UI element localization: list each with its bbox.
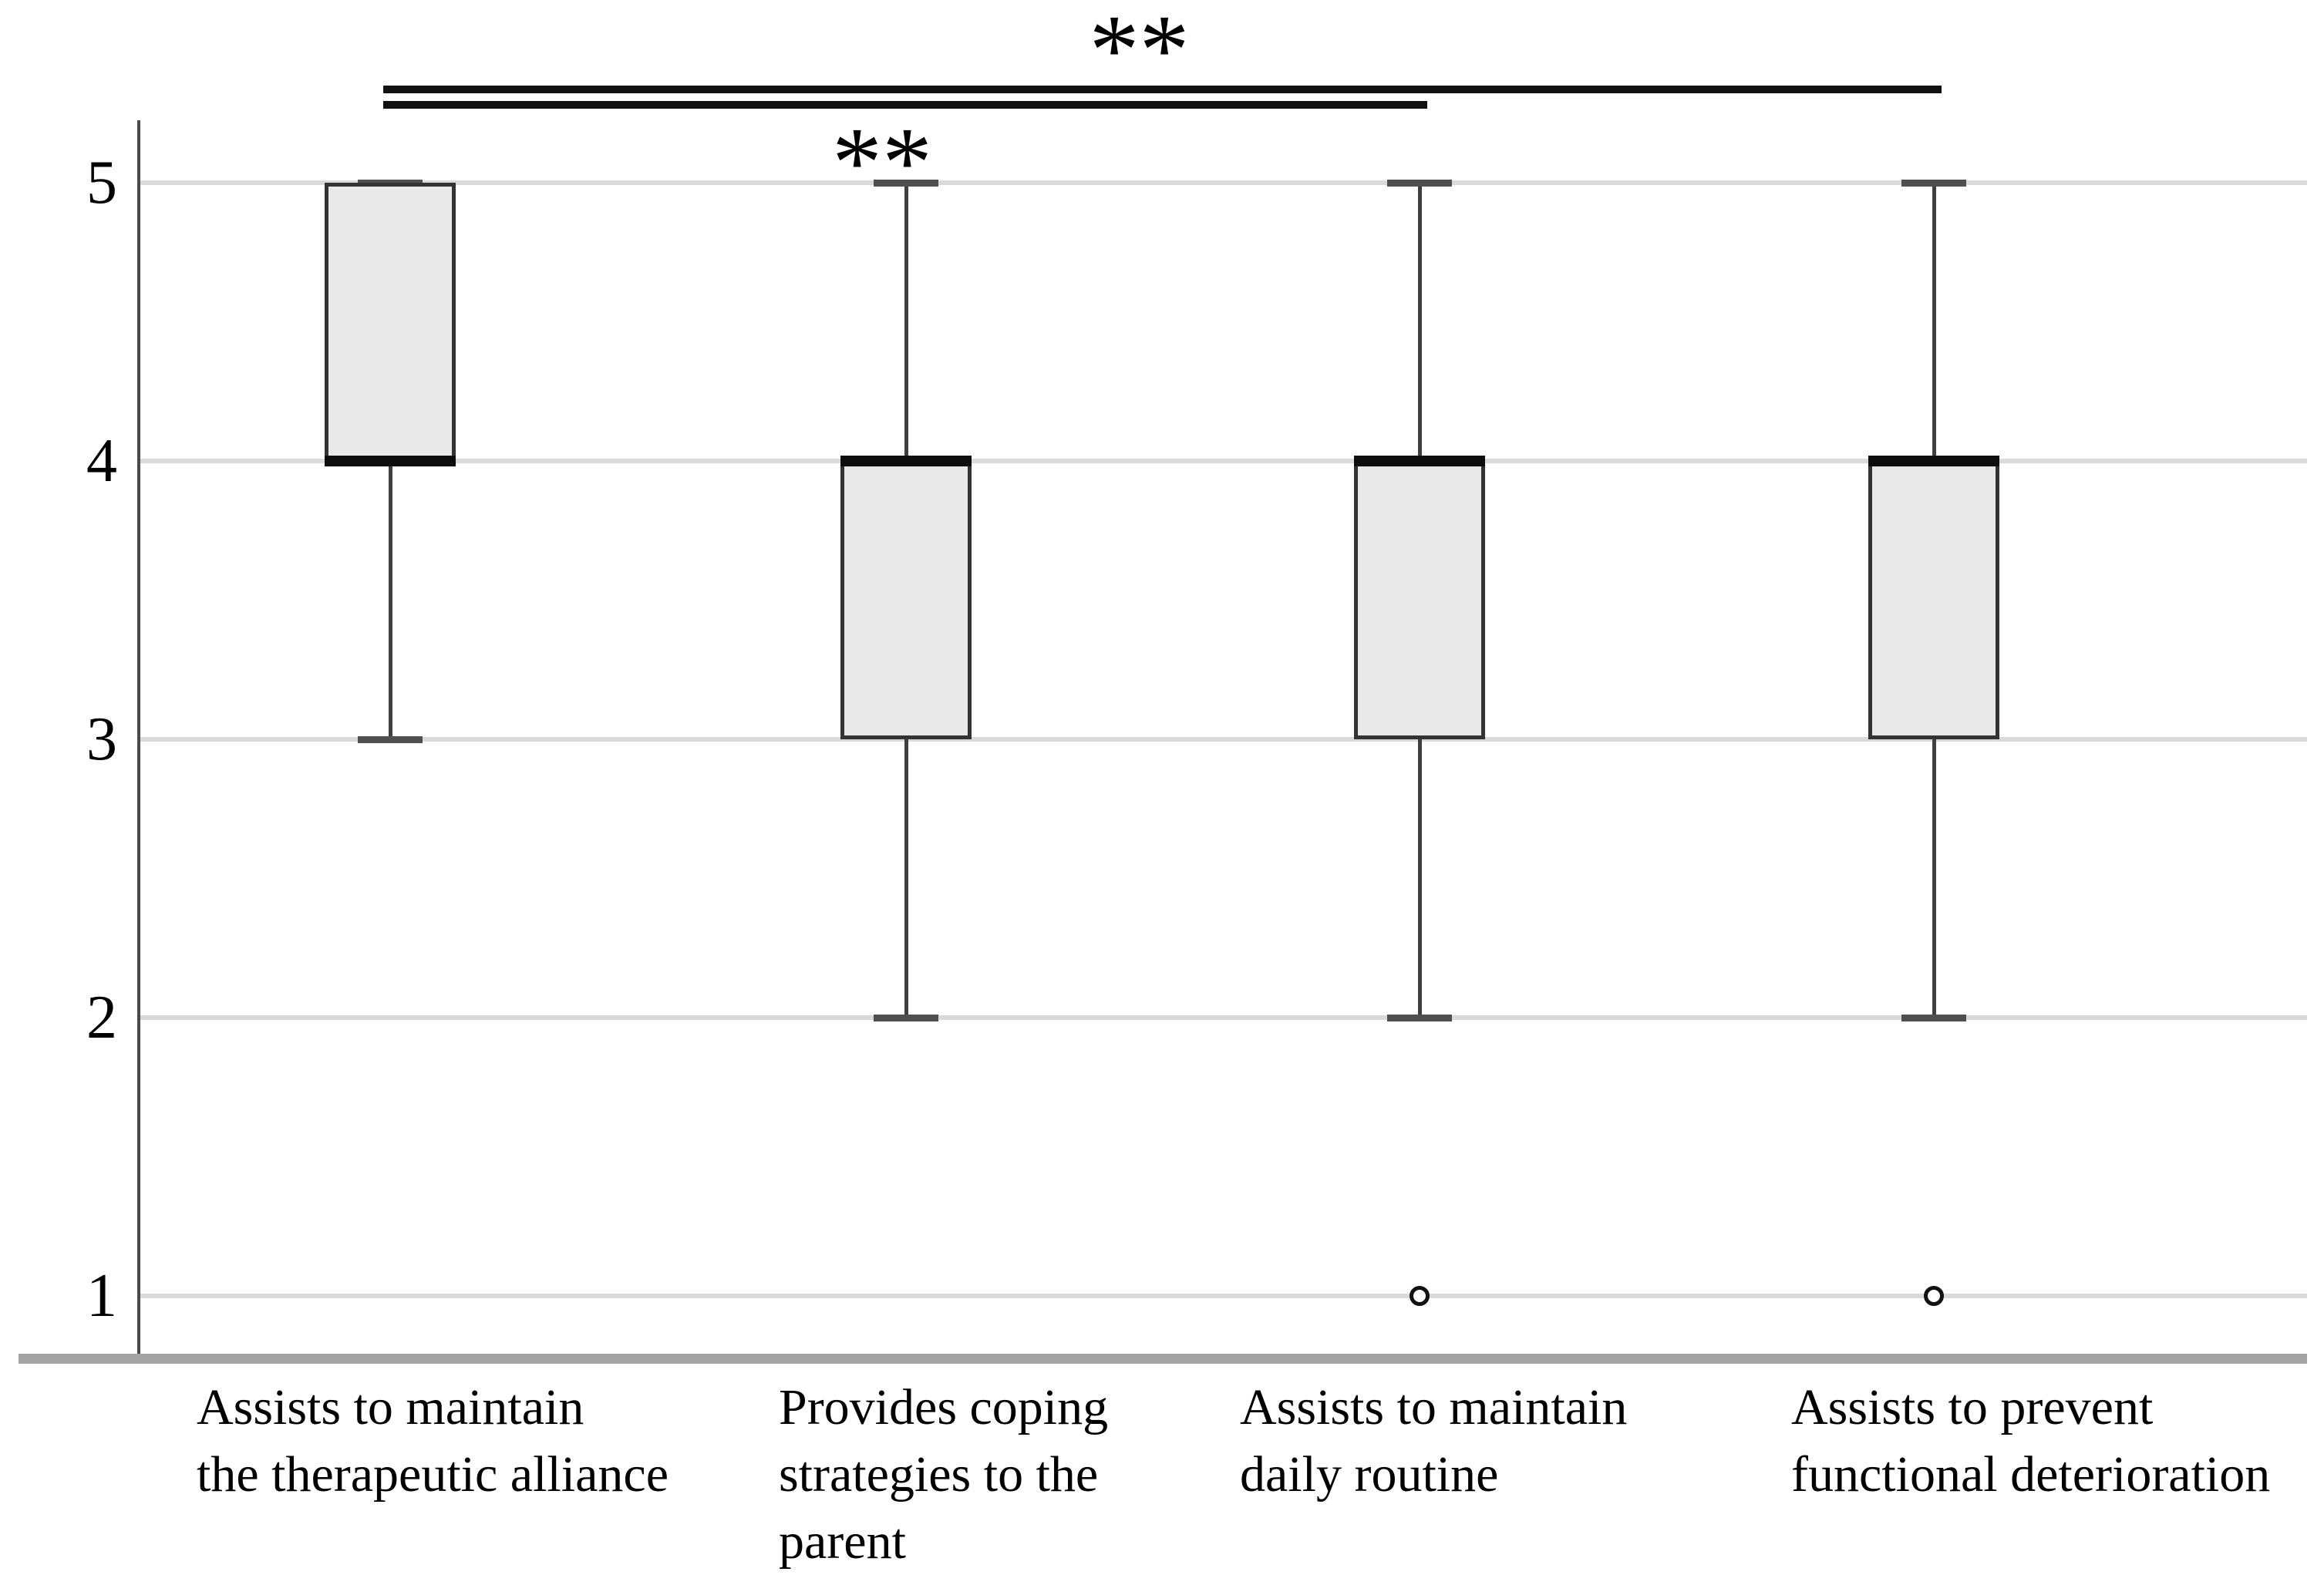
category-label: Assists to maintain the therapeutic alli… (197, 1379, 669, 1503)
significance-bar (383, 86, 1942, 93)
whisker-line (904, 739, 908, 1018)
whisker-line (389, 461, 392, 739)
y-tick-label: 2 (86, 984, 117, 1052)
significance-stars: ** (832, 107, 932, 218)
x-axis-line (19, 1354, 2307, 1364)
box (325, 183, 456, 461)
whisker-cap (1387, 180, 1452, 187)
whisker-cap (874, 1015, 938, 1021)
whisker-cap (1901, 1015, 1966, 1021)
category-label: Assists to maintain daily routine (1240, 1379, 1628, 1503)
y-gridline (139, 459, 2307, 463)
y-tick-label: 5 (86, 149, 117, 217)
y-axis-line (137, 120, 140, 1364)
whisker-line (904, 183, 908, 461)
whisker-line (1932, 183, 1936, 461)
outlier-circle (1924, 1286, 1944, 1306)
significance-bar (383, 101, 1427, 109)
whisker-line (1418, 183, 1422, 461)
whisker-line (1418, 739, 1422, 1018)
median-line (1354, 456, 1485, 466)
box (840, 461, 972, 739)
y-tick-label: 1 (86, 1262, 117, 1330)
box (1354, 461, 1485, 739)
category-label: Assists to prevent functional deteriorat… (1791, 1379, 2271, 1503)
y-gridline (139, 180, 2307, 185)
box (1868, 461, 1999, 739)
outlier-circle (1410, 1286, 1430, 1306)
whisker-cap (874, 180, 938, 187)
y-gridline (139, 1015, 2307, 1020)
category-label: Provides coping strategies to the parent (779, 1379, 1109, 1570)
whisker-cap (1387, 1015, 1452, 1021)
y-gridline (139, 737, 2307, 742)
y-tick-label: 3 (86, 705, 117, 773)
y-gridline (139, 1294, 2307, 1298)
whisker-cap (1901, 180, 1966, 187)
whisker-cap (358, 736, 423, 743)
significance-stars: ** (1089, 0, 1190, 106)
median-line (325, 456, 456, 466)
median-line (840, 456, 972, 466)
y-tick-label: 4 (86, 427, 117, 495)
whisker-line (1932, 739, 1936, 1018)
median-line (1868, 456, 1999, 466)
